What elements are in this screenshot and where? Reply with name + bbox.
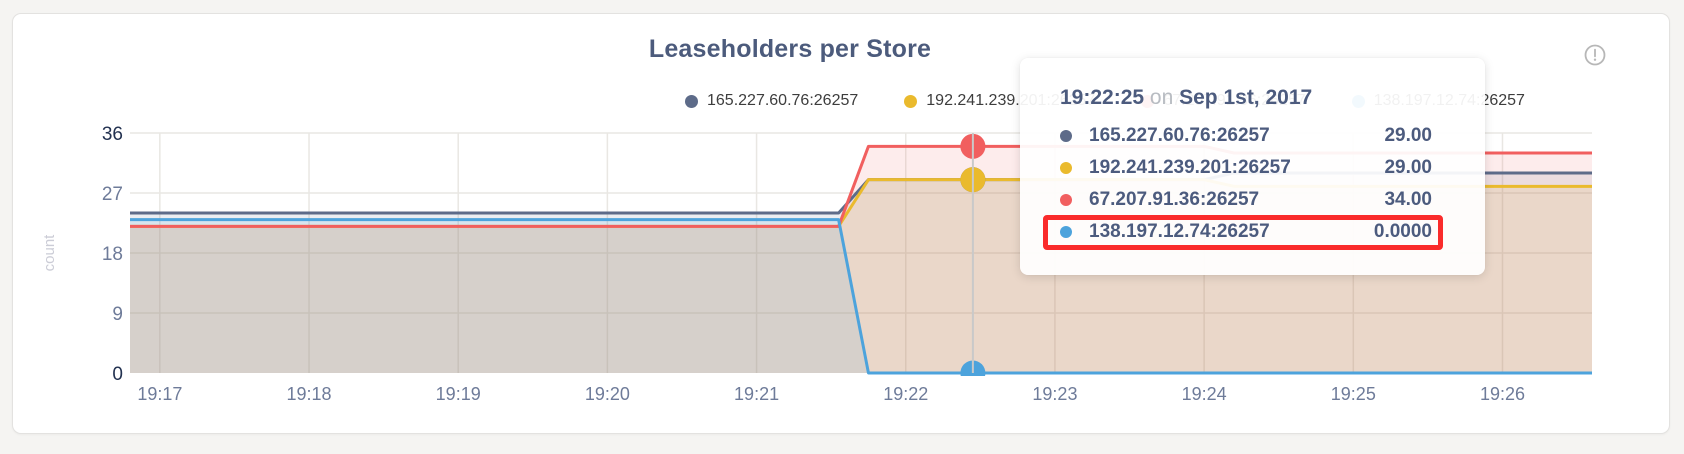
svg-text:19:18: 19:18 bbox=[286, 384, 331, 404]
series-area bbox=[130, 219, 1592, 373]
y-axis-title: count bbox=[41, 234, 58, 272]
y-axis-labels: 0 9 18 27 36 bbox=[102, 124, 123, 385]
svg-text:19:21: 19:21 bbox=[734, 384, 779, 404]
tooltip-series-dot-icon bbox=[1060, 226, 1072, 238]
svg-text:19:23: 19:23 bbox=[1032, 384, 1077, 404]
svg-text:19:19: 19:19 bbox=[436, 384, 481, 404]
chart-title: Leaseholders per Store bbox=[648, 35, 932, 63]
svg-text:19:22: 19:22 bbox=[883, 384, 928, 404]
tooltip-series-value: 0.0000 bbox=[1373, 221, 1432, 242]
info-icon[interactable] bbox=[1584, 44, 1606, 66]
tooltip-series-dot-icon bbox=[1060, 162, 1072, 174]
tooltip-date: Sep 1st, 2017 bbox=[1179, 86, 1313, 109]
tooltip-series-value: 29.00 bbox=[1384, 157, 1432, 178]
tooltip-time: 19:22:25 bbox=[1060, 86, 1145, 109]
tooltip-row-highlighted: 138.197.12.74:26257 0.0000 bbox=[1043, 215, 1443, 250]
legend-series-dot-icon bbox=[685, 94, 698, 108]
tooltip-series-dot-icon bbox=[1060, 130, 1072, 142]
tooltip-rows: 165.227.60.76:26257 29.00 192.241.239.201:… bbox=[1043, 123, 1443, 250]
svg-text:9: 9 bbox=[112, 304, 123, 325]
tooltip-series-label: 192.241.239.201:26257 bbox=[1089, 157, 1291, 178]
tooltip-series-value: 29.00 bbox=[1384, 125, 1432, 146]
exclamation-circle-icon bbox=[1584, 44, 1606, 66]
svg-text:19:24: 19:24 bbox=[1182, 384, 1227, 404]
series-line bbox=[130, 218, 1592, 375]
legend-item[interactable]: 165.227.60.76:26257 bbox=[685, 92, 858, 110]
tooltip-row: 67.207.91.36:26257 34.00 bbox=[1060, 187, 1432, 213]
legend-label: 165.227.60.76:26257 bbox=[707, 92, 859, 109]
tooltip-series-label: 138.197.12.74:26257 bbox=[1089, 221, 1270, 242]
svg-text:19:25: 19:25 bbox=[1331, 384, 1376, 404]
svg-text:0: 0 bbox=[112, 364, 123, 385]
tooltip-row: 165.227.60.76:26257 29.00 bbox=[1060, 123, 1432, 149]
tooltip-series-value: 34.00 bbox=[1384, 189, 1432, 210]
svg-text:19:17: 19:17 bbox=[137, 384, 182, 404]
tooltip-header: 19:22:25 on Sep 1st, 2017 bbox=[1060, 86, 1432, 110]
x-axis-labels: 19:17 19:18 19:19 19:20 19:21 19:22 19:23 19:24… bbox=[137, 384, 1525, 404]
svg-text:19:26: 19:26 bbox=[1480, 384, 1525, 404]
svg-text:36: 36 bbox=[102, 124, 123, 145]
svg-text:19:20: 19:20 bbox=[585, 384, 630, 404]
tooltip-row: 192.241.239.201:26257 29.00 bbox=[1060, 155, 1432, 181]
tooltip-series-label: 67.207.91.36:26257 bbox=[1089, 189, 1260, 210]
svg-text:27: 27 bbox=[102, 184, 123, 205]
hover-tooltip: 19:22:25 on Sep 1st, 2017 165.227.60.76:… bbox=[1020, 58, 1485, 275]
legend-series-dot-icon bbox=[904, 94, 918, 108]
svg-text:18: 18 bbox=[102, 244, 123, 265]
tooltip-conjunction: on bbox=[1149, 86, 1174, 109]
tooltip-series-label: 165.227.60.76:26257 bbox=[1089, 125, 1270, 146]
tooltip-series-dot-icon bbox=[1060, 194, 1072, 206]
